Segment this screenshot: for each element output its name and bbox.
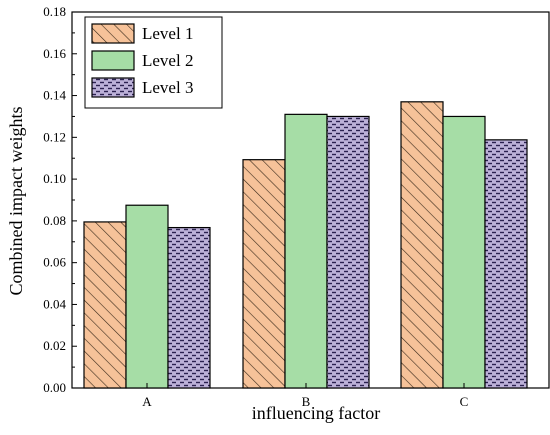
y-tick-label: 0.16: [43, 46, 66, 61]
y-tick-label: 0.10: [43, 171, 66, 186]
bar-C-level-2: [442, 115, 486, 389]
bar-C-level-3: [484, 139, 528, 389]
y-axis-ticks: 0.00 0.02 0.04 0.06 0.08 0.10 0.12 0.14 0.16 0.18: [43, 4, 77, 395]
x-tick-label-A: A: [142, 394, 152, 409]
y-tick-label: 0.00: [43, 380, 66, 395]
legend-swatch-level-3: [91, 77, 135, 98]
y-axis-title: Combined impact weights: [6, 107, 26, 296]
legend-label: Level 2: [142, 51, 193, 70]
legend: Level 1 Level 2 Level 3: [84, 16, 223, 109]
legend-swatch-level-2: [91, 50, 135, 71]
x-axis-title: influencing factor: [252, 403, 380, 423]
bar-A-level-3: [167, 226, 211, 389]
legend-label: Level 3: [142, 78, 193, 97]
x-axis-ticks: A B C: [142, 383, 468, 409]
y-tick-label: 0.04: [43, 296, 66, 311]
bar-B-level-3: [326, 115, 370, 389]
bar-C-level-1: [400, 101, 444, 389]
bar-B-level-1: [242, 159, 286, 389]
y-tick-label: 0.02: [43, 338, 66, 353]
y-tick-label: 0.12: [43, 129, 66, 144]
y-tick-label: 0.14: [43, 88, 66, 103]
bar-B-level-2: [284, 113, 328, 389]
x-tick-label-C: C: [460, 394, 469, 409]
bar-A-level-1: [83, 221, 127, 389]
bars-layer: [83, 101, 528, 389]
x-tick-label-B: B: [302, 394, 311, 409]
legend-label: Level 1: [142, 24, 193, 43]
bar-A-level-2: [125, 204, 169, 389]
legend-swatch-level-1: [91, 23, 135, 44]
y-tick-label: 0.08: [43, 213, 66, 228]
y-tick-label: 0.06: [43, 255, 66, 270]
y-tick-label: 0.18: [43, 4, 66, 19]
